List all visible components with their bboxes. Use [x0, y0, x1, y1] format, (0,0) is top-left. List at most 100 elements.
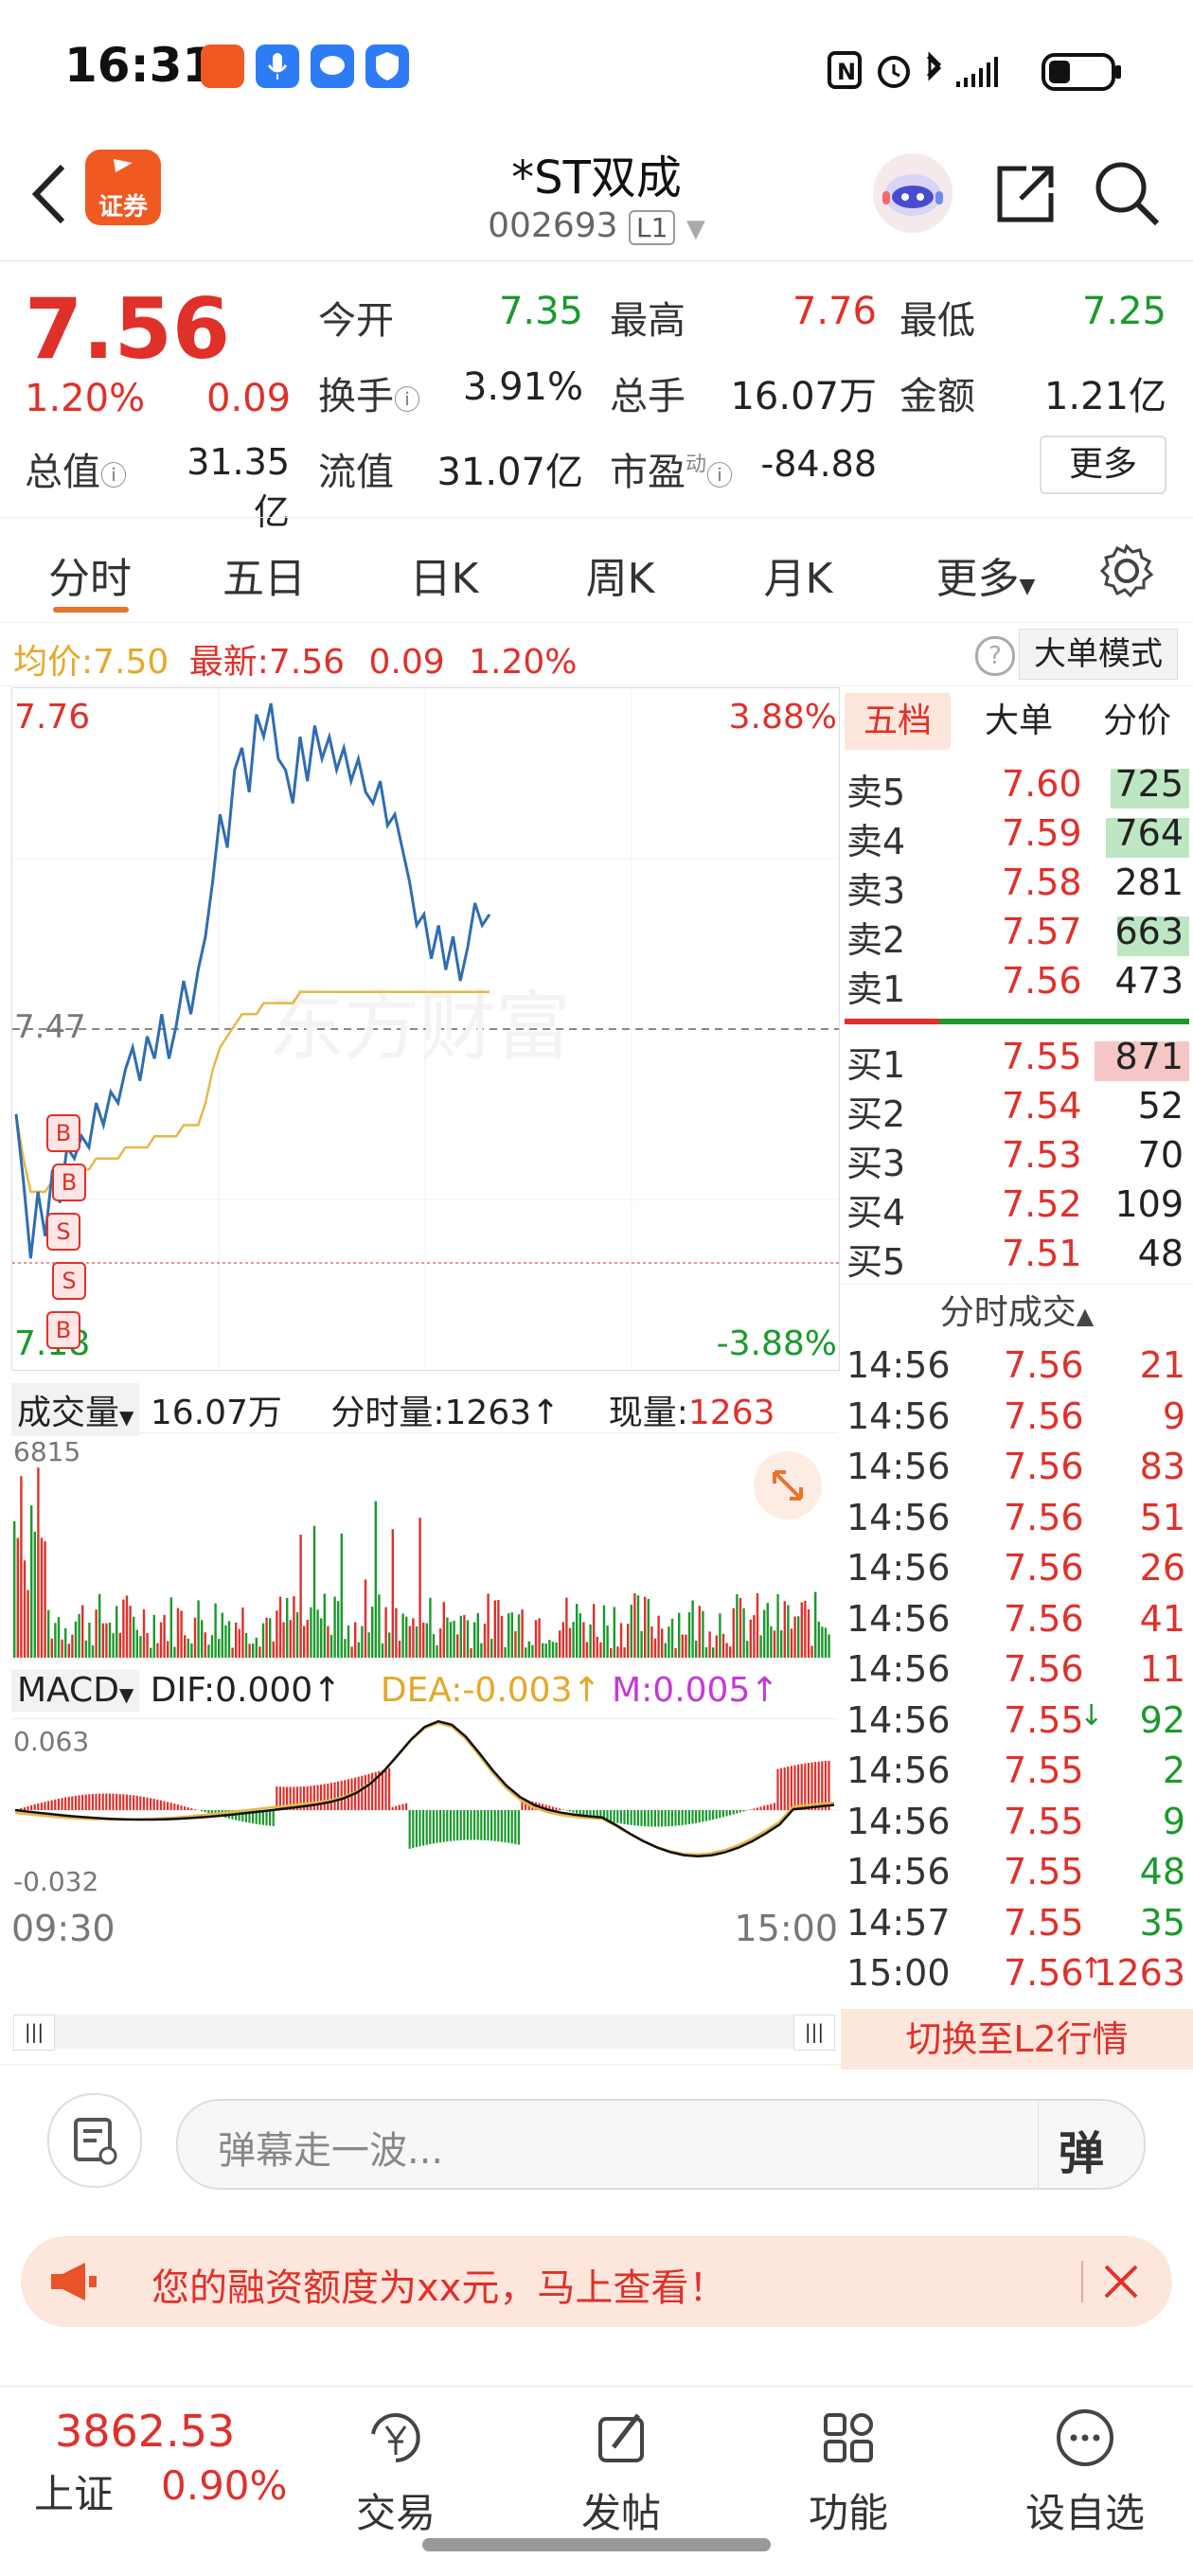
bs-marker[interactable]: B	[46, 1114, 80, 1152]
tab-monthly-k[interactable]: 月K	[746, 544, 850, 605]
volume-panel: 成交量▼ 16.07万 分时量:1263↑ 现量:1263 6815	[11, 1377, 838, 1661]
tab-price-distribution[interactable]: 分价	[1085, 693, 1189, 750]
danmaku-toggle-button[interactable]: 弹	[1059, 2116, 1104, 2182]
volume-bar	[661, 1628, 663, 1658]
volume-bar	[490, 1639, 492, 1658]
bs-marker[interactable]: S	[46, 1213, 80, 1251]
order-book-tabs: 五档 大单 分价	[841, 687, 1193, 755]
volume-bar	[320, 1618, 322, 1658]
bs-marker[interactable]: S	[52, 1262, 86, 1300]
macd-bar	[702, 1810, 703, 1821]
chart-range-scrollbar[interactable]: ||| |||	[13, 2015, 835, 2049]
ai-assistant-avatar[interactable]	[873, 153, 953, 233]
macd-bar	[518, 1810, 520, 1845]
latest-percent: 1.20%	[469, 643, 577, 682]
volume-bar	[538, 1618, 540, 1658]
trade-price: 7.55	[1004, 1851, 1084, 1892]
pe-label[interactable]: 市盈动ⓘ	[610, 441, 733, 496]
volume-bar	[589, 1625, 591, 1658]
volume-selector[interactable]: 成交量▼	[11, 1383, 139, 1436]
index-value[interactable]: 3862.53	[55, 2406, 235, 2457]
promo-banner[interactable]: 您的融资额度为xx元，马上查看！	[21, 2236, 1172, 2327]
bs-marker[interactable]: B	[46, 1311, 80, 1349]
macd-bar	[668, 1810, 669, 1826]
nav-trade[interactable]: 交易	[320, 2406, 472, 2539]
level-dropdown-icon[interactable]: ▼	[686, 215, 705, 243]
info-icon[interactable]: ⓘ	[100, 460, 127, 491]
macd-bar	[480, 1810, 482, 1840]
volume-bar	[439, 1628, 441, 1658]
volume-bar	[808, 1609, 810, 1658]
expand-icon[interactable]	[754, 1451, 822, 1519]
volume-bar	[616, 1646, 618, 1658]
nav-features[interactable]: 功能	[773, 2406, 924, 2539]
more-button[interactable]: 更多	[1040, 435, 1166, 494]
macd-bar	[579, 1810, 581, 1814]
level-price: 7.59	[1002, 812, 1082, 854]
tab-intraday[interactable]: 分时	[38, 544, 142, 605]
tab-weekly-k[interactable]: 周K	[568, 544, 672, 605]
big-order-mode-button[interactable]: 大单模式	[1019, 629, 1178, 680]
volume-bar	[98, 1594, 100, 1658]
info-icon[interactable]: ⓘ	[394, 384, 420, 416]
volume-bar	[273, 1642, 275, 1658]
tab-five-day[interactable]: 五日	[212, 544, 316, 605]
macd-bar	[30, 1805, 32, 1810]
mktcap-label[interactable]: 总值ⓘ	[25, 441, 127, 496]
search-icon[interactable]	[1091, 157, 1163, 229]
macd-bar	[47, 1801, 49, 1810]
home-indicator[interactable]	[422, 2538, 771, 2551]
trade-volume: 48	[1140, 1851, 1185, 1892]
close-icon[interactable]	[1100, 2261, 1142, 2302]
volume-bar	[299, 1535, 301, 1658]
gear-icon[interactable]	[1098, 542, 1155, 599]
share-icon[interactable]	[988, 157, 1060, 229]
caret-up-icon: ▲	[1077, 1303, 1094, 1329]
back-arrow-icon[interactable]	[27, 161, 74, 227]
volume-bar	[450, 1622, 452, 1658]
note-icon[interactable]	[47, 2093, 142, 2188]
help-icon[interactable]: ?	[975, 636, 1015, 676]
range-handle-right[interactable]: |||	[793, 2015, 835, 2051]
tab-daily-k[interactable]: 日K	[392, 544, 496, 605]
volume-bar	[54, 1623, 56, 1658]
float-value: 31.07亿	[426, 441, 583, 496]
trade-time: 14:56	[846, 1699, 951, 1741]
macd-bar	[814, 1762, 816, 1810]
megaphone-icon	[47, 2261, 100, 2302]
volume-bar	[365, 1579, 366, 1658]
tab-big-order[interactable]: 大单	[971, 693, 1066, 750]
tab-more[interactable]: 更多▼	[924, 544, 1047, 605]
nav-post[interactable]: 发帖	[545, 2406, 697, 2539]
bs-marker[interactable]: B	[52, 1164, 86, 1201]
nav-add-watchlist[interactable]: 设自选	[1000, 2406, 1170, 2539]
volume-bar	[695, 1641, 697, 1658]
tab-five-level[interactable]: 五档	[845, 693, 951, 750]
danmaku-input[interactable]: 弹幕走一波... 弹	[176, 2099, 1146, 2190]
macd-bar	[648, 1810, 650, 1826]
macd-bar	[695, 1810, 697, 1823]
macd-selector[interactable]: MACD▼	[11, 1669, 139, 1712]
turnover-label[interactable]: 换手ⓘ	[318, 365, 420, 420]
volume-bar	[190, 1643, 192, 1658]
securities-logo[interactable]: 证券	[85, 150, 161, 225]
volume-bar	[241, 1608, 243, 1658]
volume-bar	[494, 1601, 496, 1658]
range-handle-left[interactable]: |||	[13, 2015, 55, 2051]
switch-l2-button[interactable]: 切换至L2行情	[841, 2009, 1193, 2070]
info-icon[interactable]: ⓘ	[706, 460, 733, 491]
trades-header[interactable]: 分时成交▲	[841, 1284, 1193, 1341]
